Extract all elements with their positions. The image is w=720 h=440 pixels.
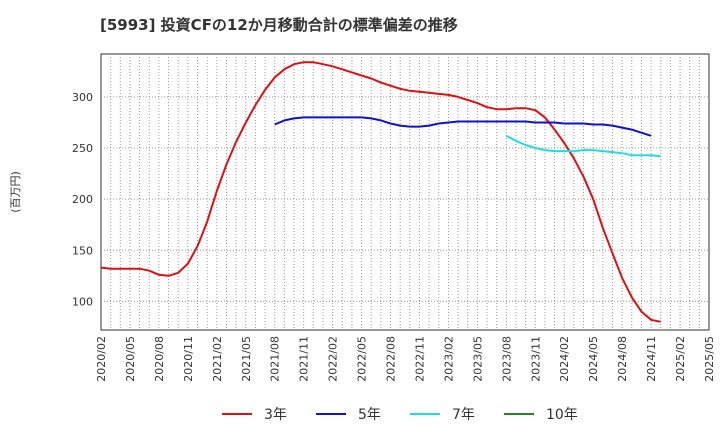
x-tick-label: 2023/05 <box>471 336 484 382</box>
x-tick-label: 2022/11 <box>413 336 426 382</box>
x-tick-label: 2024/05 <box>587 336 600 382</box>
x-tick-label: 2022/02 <box>327 336 340 382</box>
y-axis-ticks: 100 150 200 250 300 <box>72 91 93 308</box>
x-tick-label: 2020/02 <box>95 336 108 382</box>
x-tick-label: 2021/11 <box>298 336 311 382</box>
x-tick-label: 2025/05 <box>703 336 716 382</box>
series-line-0 <box>100 61 661 323</box>
x-tick-label: 2023/08 <box>500 336 513 382</box>
legend-label-3: 10年 <box>546 407 578 423</box>
x-tick-label: 2020/11 <box>182 336 195 382</box>
legend-label-1: 5年 <box>358 407 381 423</box>
y-tick-label: 150 <box>72 244 93 257</box>
x-tick-label: 2021/02 <box>211 336 224 382</box>
x-axis-ticks: 2020/02 2020/05 2020/08 2020/11 2021/02 2021/… <box>95 336 716 382</box>
x-tick-label: 2021/08 <box>269 336 282 382</box>
legend-label-0: 3年 <box>264 407 287 423</box>
x-tick-label: 2023/11 <box>529 336 542 382</box>
series-lines <box>100 61 661 323</box>
series-line-1 <box>274 116 652 137</box>
x-tick-label: 2022/08 <box>385 336 398 382</box>
x-tick-label: 2024/08 <box>616 336 629 382</box>
legend-label-2: 7年 <box>452 407 475 423</box>
y-tick-label: 200 <box>72 193 93 206</box>
x-tick-label: 2020/05 <box>124 336 137 382</box>
x-tick-label: 2023/02 <box>442 336 455 382</box>
y-tick-label: 250 <box>72 142 93 155</box>
y-tick-label: 300 <box>72 91 93 104</box>
x-tick-label: 2022/05 <box>356 336 369 382</box>
horizontal-gridlines <box>101 96 709 302</box>
legend: 3年 5年 7年 10年 <box>222 407 578 423</box>
plot-area <box>100 53 710 331</box>
x-tick-label: 2025/02 <box>674 336 687 382</box>
y-tick-label: 100 <box>72 295 93 308</box>
vertical-gridlines <box>110 54 700 330</box>
x-tick-label: 2024/11 <box>645 336 658 382</box>
series-line-2 <box>505 134 661 158</box>
chart-title: [5993] 投資CFの12か月移動合計の標準偏差の推移 <box>100 16 458 34</box>
x-tick-label: 2021/05 <box>240 336 253 382</box>
x-tick-label: 2024/02 <box>558 336 571 382</box>
x-tick-label: 2020/08 <box>153 336 166 382</box>
y-axis-label: (百万円) <box>9 171 22 213</box>
